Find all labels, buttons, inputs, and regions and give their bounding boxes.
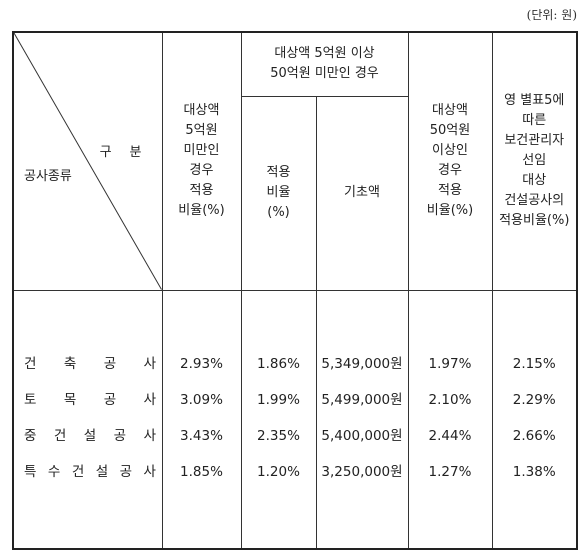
header-health-manager: 영 별표5에 따른 보건관리자 선임 대상 건설공사의 적용비율(%) xyxy=(491,31,578,291)
cell-under5: 2.93% xyxy=(161,346,242,382)
cell-under5: 3.43% xyxy=(161,418,242,454)
cell-over50: 1.97% xyxy=(407,346,493,382)
cell-health: 1.38% xyxy=(491,454,578,490)
cell-base: 5,499,000원 xyxy=(315,382,409,418)
header-rate: 적용 비율 (%) xyxy=(240,95,317,291)
header-gongsa-type: 공사종류 xyxy=(24,169,72,184)
cell-base: 3,250,000원 xyxy=(315,454,409,490)
cell-health: 2.29% xyxy=(491,382,578,418)
spacer-cell xyxy=(491,289,578,346)
cell-base: 5,400,000원 xyxy=(315,418,409,454)
unit-label: (단위: 원) xyxy=(526,8,577,22)
spacer-cell xyxy=(12,490,163,550)
diagonal-line xyxy=(14,33,162,290)
cell-rate: 2.35% xyxy=(240,418,317,454)
cell-rate: 1.99% xyxy=(240,382,317,418)
spacer-cell xyxy=(407,289,493,346)
header-over50: 대상액 50억원 이상인 경우 적용 비율(%) xyxy=(407,31,493,291)
spacer-cell xyxy=(491,490,578,550)
spacer-cell xyxy=(240,490,317,550)
header-under5: 대상액 5억원 미만인 경우 적용 비율(%) xyxy=(161,31,242,291)
cell-over50: 1.27% xyxy=(407,454,493,490)
cell-under5: 1.85% xyxy=(161,454,242,490)
spacer-cell xyxy=(315,490,409,550)
cell-rate: 1.20% xyxy=(240,454,317,490)
header-group-5to50: 대상액 5억원 이상 50억원 미만인 경우 xyxy=(240,31,409,97)
cell-over50: 2.10% xyxy=(407,382,493,418)
cell-base: 5,349,000원 xyxy=(315,346,409,382)
spacer-cell xyxy=(161,289,242,346)
header-base-amount: 기초액 xyxy=(315,95,409,291)
cell-rate: 1.86% xyxy=(240,346,317,382)
spacer-cell xyxy=(240,289,317,346)
spacer-cell xyxy=(161,490,242,550)
cell-health: 2.66% xyxy=(491,418,578,454)
spacer-cell xyxy=(407,490,493,550)
cell-over50: 2.44% xyxy=(407,418,493,454)
spacer-cell xyxy=(12,289,163,346)
spacer-cell xyxy=(315,289,409,346)
cell-under5: 3.09% xyxy=(161,382,242,418)
cell-health: 2.15% xyxy=(491,346,578,382)
